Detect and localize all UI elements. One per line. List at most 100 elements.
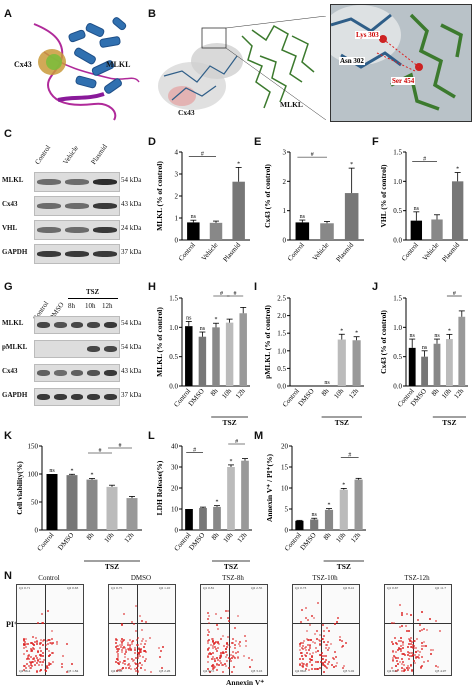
flow-event-dot [130,648,133,651]
flow-event-dot [211,644,214,647]
flow-event-dot [142,638,145,641]
flow-event-dot [44,669,47,672]
flow-event-dot [49,662,52,665]
flow-event-dot [128,662,131,665]
flow-event-dot [435,665,438,668]
y-tick-label: 20 [281,443,289,451]
flow-event-dot [124,667,127,670]
bar [225,322,234,386]
flow-event-dot [138,649,141,652]
blot-band [65,179,89,185]
flow-event-dot [32,660,35,663]
flow-event-dot [135,604,138,607]
quadrant-line-h [201,623,267,624]
blot-strip [34,196,120,216]
y-tick-label: 1.5 [393,149,402,157]
y-tick-label: 0 [175,527,179,535]
flow-event-dot [216,647,219,650]
flow-event-dot [216,624,219,627]
flow-event-dot [52,651,55,654]
flow-event-dot [401,663,403,666]
flow-event-dot [34,637,37,640]
y-axis-label: MLKL (% of control) [155,161,164,231]
flow-event-dot [118,661,121,664]
flow-event-dot [407,642,410,645]
flow-event-dot [41,663,44,666]
blot-band [93,251,117,257]
y-tick-label: 0.5 [277,365,286,373]
flow-event-dot [221,652,224,655]
sig-mark: * [215,317,218,323]
bar [320,223,334,240]
x-tick-label: 10h [103,531,116,545]
quadrant-label: Q2 8.41 [343,586,355,590]
flow-event-dot [221,670,224,673]
y-tick-label: 10 [281,485,289,493]
blot-band [37,370,50,376]
flow-event-dot [225,642,228,645]
quadrant-label: Q3 4.97 [435,669,447,673]
group-label: TSZ [223,418,237,426]
flow-event-dot [134,662,137,665]
flow-event-dot [325,658,328,661]
panel-label-b: B [148,8,156,20]
flow-event-dot [234,643,237,646]
flow-event-dot [31,661,34,664]
blot-row-label: VHL [2,224,18,232]
y-axis-label: VHL (% of control) [379,164,388,227]
flow-event-dot [207,633,210,636]
y-tick-label: 2.5 [277,295,286,303]
flow-event-dot [322,629,325,632]
flow-event-dot [335,621,338,624]
quadrant-line-h [385,623,451,624]
bar [344,193,359,240]
flow-event-dot [244,634,247,637]
flow-event-dot [393,655,396,658]
bar [198,336,207,386]
flow-event-dot [414,654,417,657]
flow-event-dot [323,634,326,637]
y-tick-label: 1.0 [169,324,178,332]
flow-event-dot [48,638,51,641]
flow-event-dot [139,667,142,670]
flow-event-dot [26,657,29,660]
flow-event-dot [430,648,433,651]
flow-event-dot [25,643,28,646]
flow-event-dot [400,624,403,627]
flow-event-dot [32,656,35,659]
blot-band [104,322,117,328]
flow-event-dot [333,657,336,660]
flow-event-dot [236,615,239,618]
y-tick-label: 0.5 [393,207,402,215]
quadrant-label: Q1 0.73 [295,586,307,590]
blot-row-label: Cx43 [2,200,18,208]
flow-event-dot [51,651,54,654]
flow-event-dot [410,646,413,649]
flow-event-dot [116,649,119,652]
flow-event-dot [215,656,218,659]
flow-event-dot [410,641,413,644]
flow-event-dot [311,658,313,661]
quadrant-label: Q1 0.71 [19,586,31,590]
y-tick-label: 150 [28,443,39,451]
x-tick-label: DMSO [56,531,75,552]
y-axis-label: Cell viability(%) [15,461,24,515]
flow-event-dot [425,645,428,648]
flow-event-dot [23,643,26,646]
panel-label-a: A [4,8,12,20]
bar [46,474,58,530]
flow-event-dot [116,651,119,654]
flow-event-dot [124,663,127,666]
flow-event-dot [143,645,146,648]
group-label: TSZ [105,562,119,570]
flow-event-dot [342,664,345,667]
y-tick-label: 0 [285,527,289,535]
flow-event-dot [221,634,224,637]
sig-mark: # [235,439,238,445]
flow-plot: Q1 0.67 Q2 11.7 Q4 84.2 Q3 4.97 [384,584,452,676]
flow-event-dot [32,644,35,647]
flow-event-dot [434,620,437,623]
flow-event-dot [125,648,128,651]
flow-event-dot [30,642,33,645]
flow-event-dot [124,653,127,656]
